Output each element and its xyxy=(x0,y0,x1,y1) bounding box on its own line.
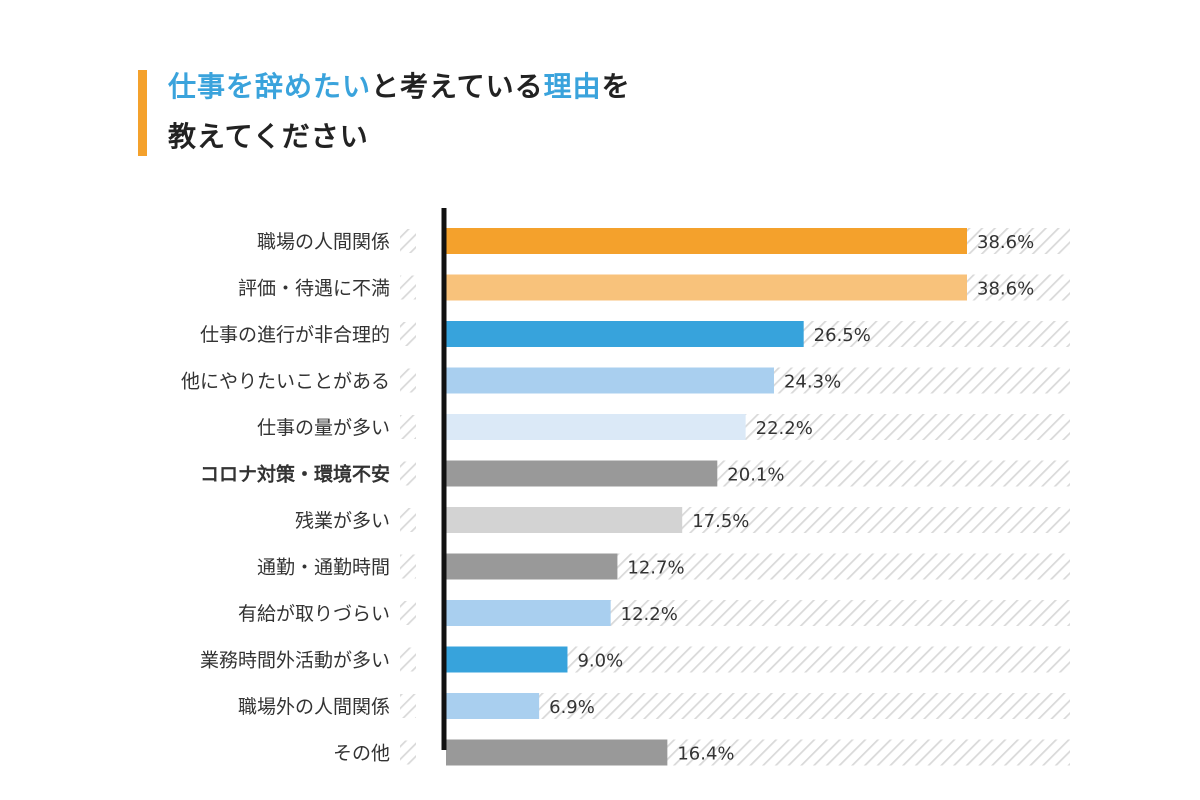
bar xyxy=(446,507,683,533)
value-label: 20.1% xyxy=(727,465,784,486)
label-hatch-mark xyxy=(400,554,416,579)
bar xyxy=(446,600,611,626)
value-label: 38.6% xyxy=(977,232,1034,253)
bar xyxy=(446,367,774,394)
title-part-4: を xyxy=(601,70,631,103)
value-label: 12.7% xyxy=(627,558,684,579)
category-label: 業務時間外活動が多い xyxy=(200,650,390,672)
bar xyxy=(446,646,568,673)
category-label: 評価・待遇に不満 xyxy=(238,278,390,300)
bar xyxy=(446,321,804,347)
title-part-1: 仕事を辞めたい xyxy=(168,70,372,103)
category-label: 職場の人間関係 xyxy=(257,231,390,253)
value-label: 38.6% xyxy=(977,279,1034,300)
bar xyxy=(446,739,668,766)
label-hatch-mark xyxy=(400,601,416,625)
bar xyxy=(446,553,618,580)
value-label: 12.2% xyxy=(621,604,678,625)
label-hatch-mark xyxy=(400,647,416,672)
category-label: 職場外の人間関係 xyxy=(238,696,390,718)
label-hatch-mark xyxy=(400,461,416,486)
value-label: 22.2% xyxy=(756,418,813,439)
bar-background-track xyxy=(446,693,1070,719)
category-label: 仕事の進行が非合理的 xyxy=(200,324,390,346)
label-hatch-mark xyxy=(400,694,416,718)
category-label: 有給が取りづらい xyxy=(238,603,390,625)
label-hatch-mark xyxy=(400,740,416,765)
bar xyxy=(446,414,746,440)
category-label: その他 xyxy=(333,743,390,765)
title-line-2: 教えてください xyxy=(168,120,369,153)
label-hatch-mark xyxy=(400,368,416,393)
category-label: 仕事の量が多い xyxy=(257,417,390,439)
title-line-1: 仕事を辞めたいと考えている理由を xyxy=(168,62,868,112)
title-part-3: 理由 xyxy=(543,70,602,103)
label-hatch-mark xyxy=(400,275,416,300)
title-part-2: と考えている xyxy=(371,70,544,103)
category-label: 残業が多い xyxy=(295,510,390,532)
value-label: 17.5% xyxy=(692,511,749,532)
value-label: 16.4% xyxy=(677,744,734,765)
label-hatch-mark xyxy=(400,415,416,439)
category-label: 他にやりたいことがある xyxy=(181,371,390,393)
category-label: コロナ対策・環境不安 xyxy=(200,463,390,486)
label-hatch-mark xyxy=(400,508,416,532)
bar xyxy=(446,460,718,487)
value-label: 6.9% xyxy=(549,697,595,718)
value-label: 24.3% xyxy=(784,372,841,393)
label-hatch-mark xyxy=(400,229,416,253)
title-accent-bar xyxy=(138,70,147,156)
value-label: 9.0% xyxy=(577,651,623,672)
category-label: 通勤・通勤時間 xyxy=(257,557,390,579)
value-label: 26.5% xyxy=(814,325,871,346)
bar xyxy=(446,274,967,301)
label-hatch-mark xyxy=(400,322,416,346)
bar xyxy=(446,228,967,254)
chart-title: 仕事を辞めたいと考えている理由を 教えてください xyxy=(168,62,868,162)
bar xyxy=(446,693,540,719)
